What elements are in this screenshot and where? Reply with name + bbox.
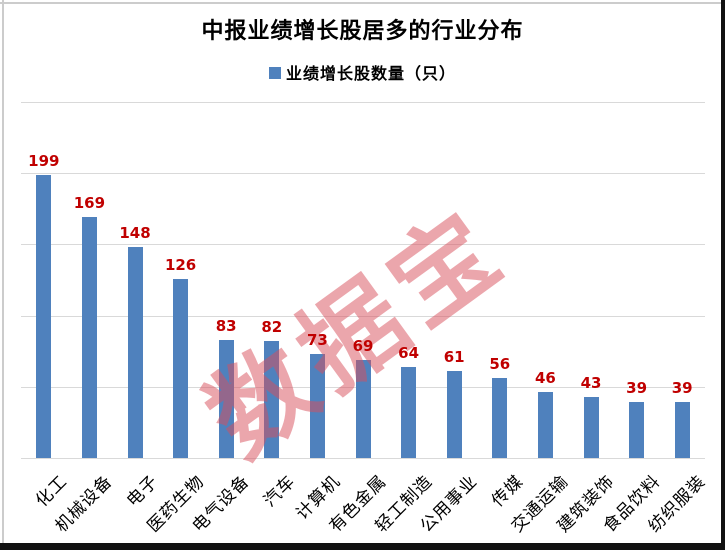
legend: 业绩增长股数量（只） [0,60,725,84]
bar-value-label: 56 [489,355,511,374]
gridline [21,173,705,175]
bar [492,378,508,458]
bar [537,392,553,458]
bar-value-label: 39 [626,379,648,398]
bar [173,278,189,458]
bar-value-label: 46 [534,369,556,388]
bar-value-label: 64 [398,343,420,362]
bar [583,396,599,458]
bar [127,247,143,458]
bar-value-label: 126 [164,255,197,274]
bar-value-label: 199 [28,151,60,170]
legend-swatch-icon [268,66,281,79]
bar [674,402,690,458]
bar [218,339,234,458]
chart-title: 中报业绩增长股居多的行业分布 [201,18,524,43]
bar [36,174,52,458]
bar-value-label: 39 [671,379,693,398]
bar-value-label: 43 [580,373,602,392]
frame-bottom-border [0,543,725,550]
frame-right-border [721,0,725,550]
gridline [21,244,705,246]
bar-value-label: 73 [306,331,328,350]
bar-value-label: 83 [215,316,237,335]
bar-value-label: 82 [261,318,283,337]
bar [629,402,645,458]
bar [355,359,371,458]
bar [309,354,325,458]
bar-value-label: 169 [73,194,106,213]
bar [401,366,417,458]
bar-value-label: 69 [352,336,374,355]
frame-top-border [0,2,725,4]
gridline [21,102,705,103]
bar-value-label: 148 [119,224,151,243]
bar [81,217,97,458]
bar [264,341,280,458]
legend-label: 业绩增长股数量（只） [285,66,456,83]
bar [446,371,462,458]
gridline [21,458,705,459]
gridline [21,315,705,317]
bar-value-label: 61 [443,348,465,367]
frame-left-border [2,0,4,550]
